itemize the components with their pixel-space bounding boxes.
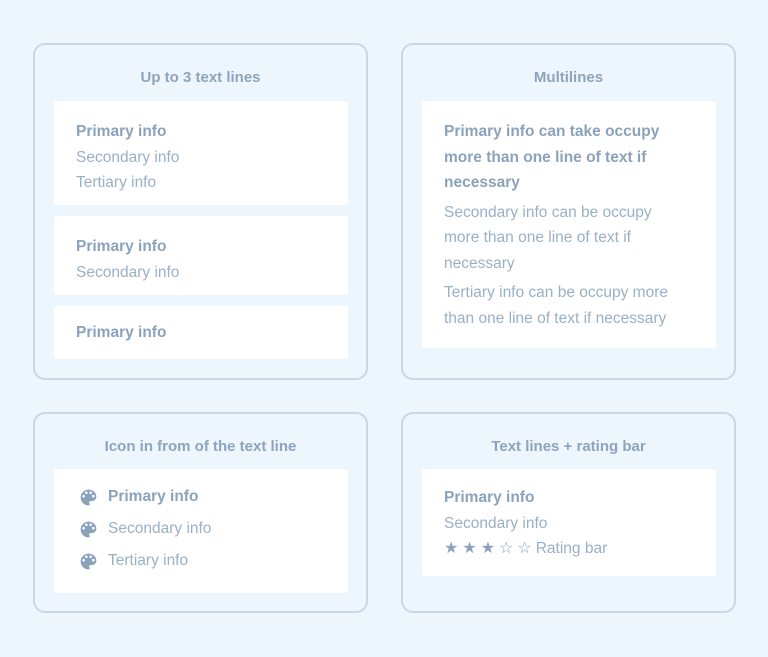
- list-item[interactable]: Primary info Secondary info Tertiary inf…: [54, 469, 348, 593]
- list-item[interactable]: Primary info can take occupy more than o…: [422, 101, 716, 348]
- secondary-text: Secondary info: [76, 263, 180, 281]
- star-filled-icon[interactable]: ★: [480, 540, 496, 558]
- primary-text: Primary info: [108, 488, 199, 506]
- tertiary-text: Tertiary info can be occupy more than on…: [444, 284, 668, 327]
- panel-title: Text lines + rating bar: [491, 438, 646, 455]
- panel-three-lines: Up to 3 text lines Primary info Secondar…: [33, 43, 368, 380]
- list-item[interactable]: Primary info: [54, 306, 348, 359]
- secondary-text: Secondary info: [76, 148, 180, 166]
- star-filled-icon[interactable]: ★: [462, 540, 477, 558]
- palette-icon: [80, 489, 97, 505]
- primary-text: Primary info can take occupy more than o…: [444, 123, 660, 191]
- panel-title: Up to 3 text lines: [140, 69, 261, 86]
- panel-rating: Text lines + rating bar Primary info Sec…: [401, 412, 736, 613]
- primary-text: Primary info: [76, 238, 167, 255]
- star-empty-icon[interactable]: ☆: [517, 540, 532, 558]
- primary-text: Primary info: [444, 489, 535, 506]
- star-filled-icon[interactable]: ★: [444, 540, 459, 558]
- panel-multilines: Multilines Primary info can take occupy …: [401, 43, 736, 380]
- list-item[interactable]: Primary info Secondary info ★ ★ ★ ☆ ☆ Ra…: [422, 469, 716, 576]
- tertiary-text: Tertiary info: [108, 552, 189, 570]
- panel-title: Multilines: [533, 69, 604, 86]
- panel-icon-lines: Icon in from of the text line Primary in…: [33, 412, 368, 613]
- secondary-text: Secondary info can be occupy more than o…: [444, 203, 652, 272]
- list-item[interactable]: Primary info Secondary info: [54, 216, 348, 295]
- rating-label: Rating bar: [535, 540, 608, 557]
- star-empty-icon[interactable]: ☆: [499, 540, 514, 558]
- palette-icon: [80, 553, 97, 569]
- primary-text: Primary info: [76, 324, 167, 341]
- tertiary-text: Tertiary info: [76, 174, 157, 191]
- palette-icon: [80, 521, 97, 537]
- secondary-text: Secondary info: [108, 520, 212, 538]
- panel-title: Icon in from of the text line: [104, 438, 297, 455]
- list-item[interactable]: Primary info Secondary info Tertiary inf…: [54, 101, 348, 205]
- secondary-text: Secondary info: [444, 514, 548, 532]
- rating-bar[interactable]: ★ ★ ★ ☆ ☆ Rating bar: [444, 536, 694, 562]
- primary-text: Primary info: [76, 123, 167, 140]
